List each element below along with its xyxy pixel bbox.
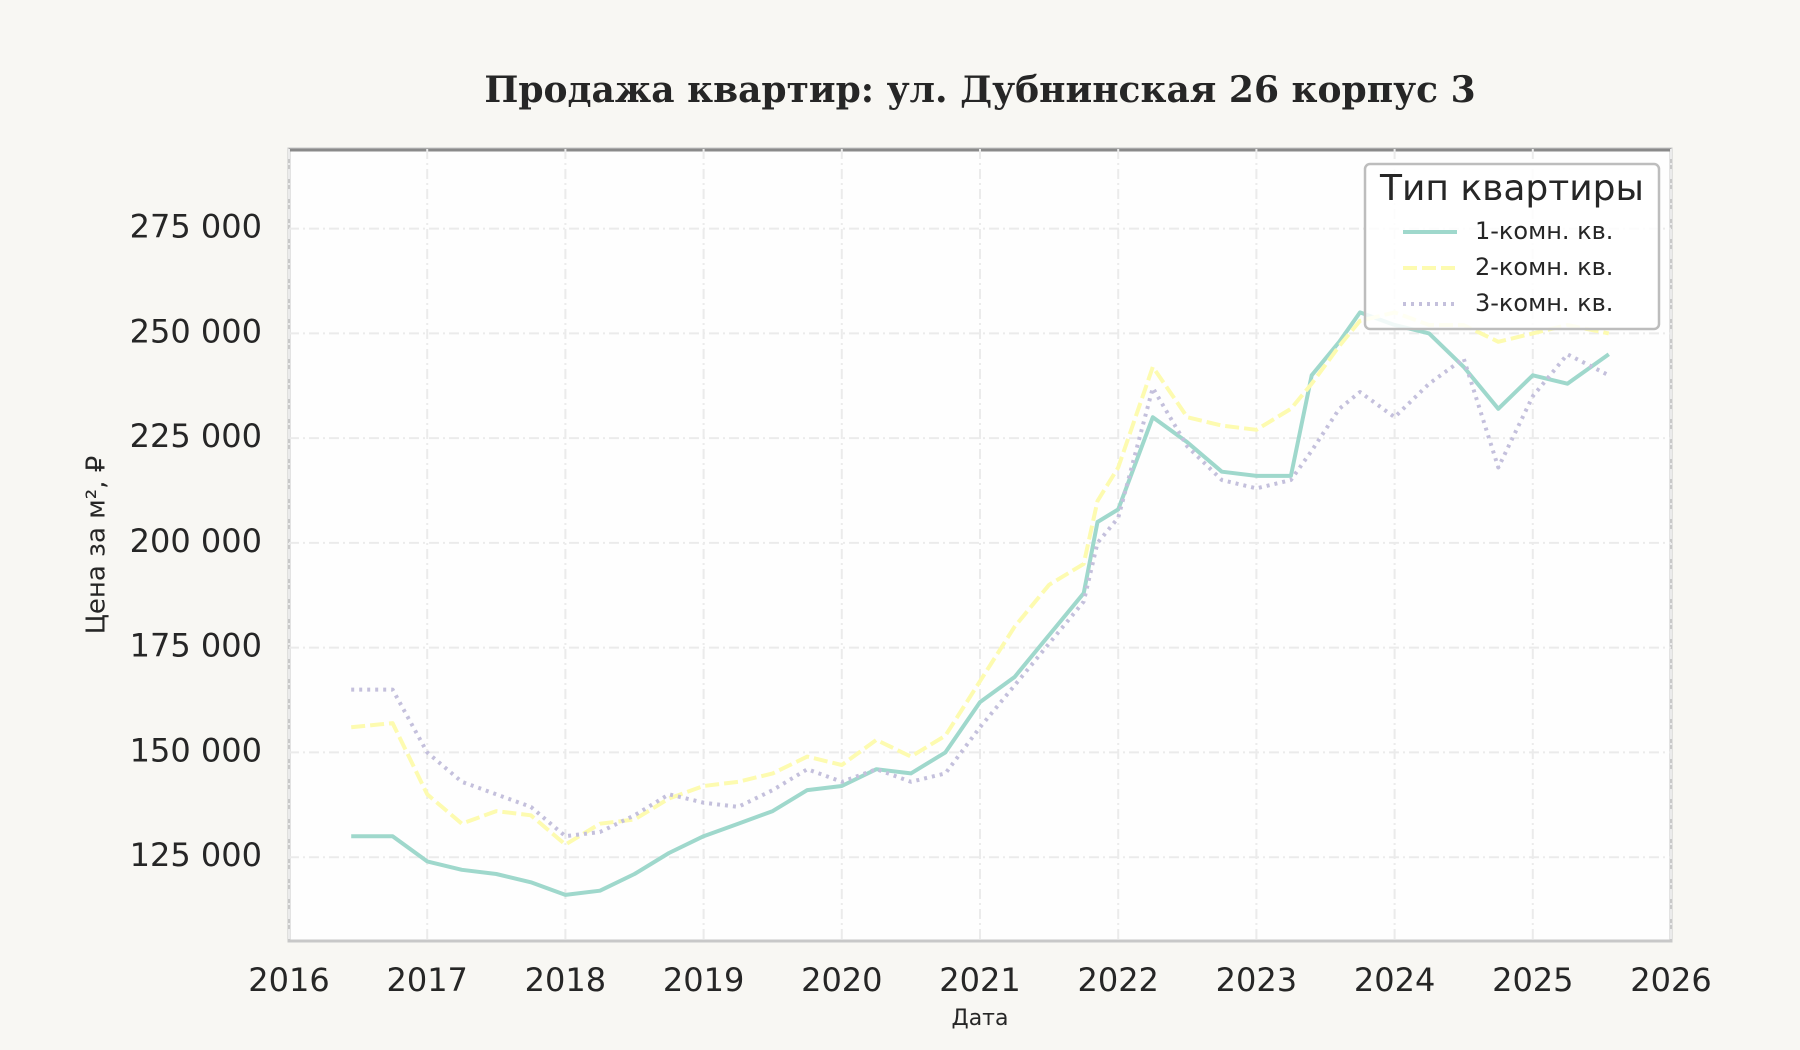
x-tick-label: 2016 <box>248 961 329 999</box>
y-tick-label: 275 000 <box>130 208 262 246</box>
y-axis-label: Цена за м², ₽ <box>82 456 112 635</box>
x-tick-label: 2025 <box>1492 961 1573 999</box>
legend-box <box>1363 162 1661 331</box>
y-tick-label: 225 000 <box>130 417 262 455</box>
legend-label: 1-комн. кв. <box>1475 217 1613 245</box>
chart-title: Продажа квартир: ул. Дубнинская 26 корпу… <box>484 69 1475 111</box>
x-tick-label: 2018 <box>525 961 606 999</box>
y-tick-label: 175 000 <box>130 627 262 665</box>
x-tick-label: 2023 <box>1216 961 1297 999</box>
legend-label: 2-комн. кв. <box>1475 253 1613 281</box>
x-tick-label: 2019 <box>663 961 744 999</box>
legend-label: 3-комн. кв. <box>1475 289 1613 317</box>
x-tick-label: 2022 <box>1077 961 1158 999</box>
y-tick-label: 250 000 <box>130 312 262 350</box>
x-tick-label: 2024 <box>1354 961 1435 999</box>
y-tick-label: 150 000 <box>130 731 262 769</box>
x-axis-label: Дата <box>952 1006 1009 1031</box>
legend-title: Тип квартиры <box>1379 168 1644 209</box>
y-tick-label: 125 000 <box>130 836 262 874</box>
x-tick-label: 2026 <box>1630 961 1711 999</box>
y-tick-label: 200 000 <box>130 522 262 560</box>
x-tick-label: 2020 <box>801 961 882 999</box>
series-line <box>350 310 1610 847</box>
x-tick-label: 2021 <box>939 961 1020 999</box>
series-line <box>351 352 1610 839</box>
x-tick-label: 2017 <box>386 961 467 999</box>
